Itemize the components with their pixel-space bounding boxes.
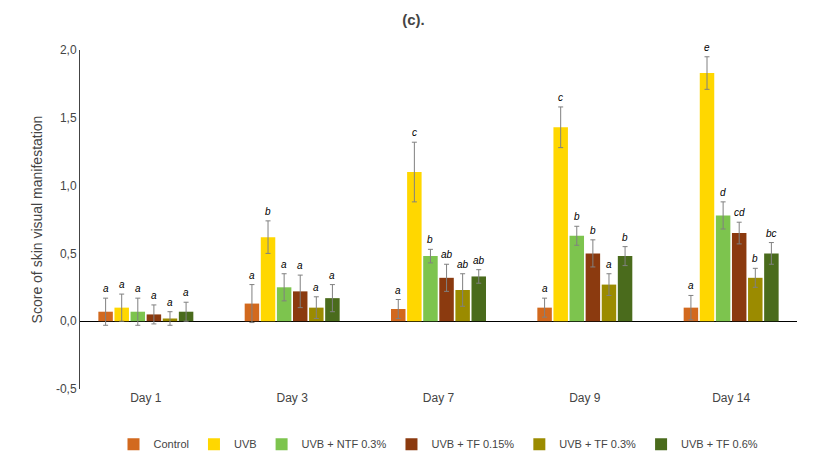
svg-text:2,0: 2,0 [60,43,77,57]
svg-text:ab: ab [457,259,469,270]
svg-text:cd: cd [734,207,745,218]
svg-text:a: a [281,259,287,270]
svg-text:b: b [752,253,758,264]
svg-text:Day 3: Day 3 [276,391,308,405]
svg-text:bc: bc [766,228,777,239]
svg-text:a: a [151,290,157,301]
svg-text:UVB + TF 0.6%: UVB + TF 0.6% [681,438,758,450]
svg-text:UVB + TF 0.3%: UVB + TF 0.3% [559,438,636,450]
svg-text:ab: ab [441,249,453,260]
svg-text:a: a [329,270,335,281]
svg-text:a: a [135,283,141,294]
svg-text:a: a [249,270,255,281]
svg-text:c: c [558,92,563,103]
svg-text:Day 7: Day 7 [423,391,455,405]
svg-text:1,5: 1,5 [60,111,77,125]
svg-text:Day 9: Day 9 [569,391,601,405]
svg-text:1,0: 1,0 [60,179,77,193]
svg-text:Day 14: Day 14 [712,391,750,405]
svg-text:b: b [427,234,433,245]
svg-text:UVB + TF 0.15%: UVB + TF 0.15% [431,438,514,450]
svg-text:0,0: 0,0 [60,314,77,328]
svg-text:b: b [622,232,628,243]
svg-text:a: a [313,282,319,293]
svg-text:Control: Control [154,438,189,450]
svg-text:ab: ab [473,255,485,266]
svg-text:UVB + NTF 0.3%: UVB + NTF 0.3% [302,438,387,450]
svg-text:c: c [412,127,417,138]
svg-text:a: a [606,259,612,270]
svg-text:a: a [183,287,189,298]
svg-text:0,5: 0,5 [60,247,77,261]
svg-text:b: b [574,211,580,222]
svg-text:a: a [395,285,401,296]
svg-text:e: e [704,42,710,53]
svg-text:b: b [265,206,271,217]
svg-text:Score of skin visual manifesta: Score of skin visual manifestation [29,116,45,324]
svg-text:a: a [119,279,125,290]
svg-text:a: a [688,280,694,291]
svg-text:a: a [297,260,303,271]
svg-text:(c).: (c). [402,11,425,28]
svg-text:d: d [720,187,726,198]
svg-text:a: a [167,297,173,308]
svg-text:a: a [542,283,548,294]
svg-text:-0,5: -0,5 [56,382,77,396]
svg-text:UVB: UVB [234,438,257,450]
svg-text:b: b [590,225,596,236]
svg-text:Day 1: Day 1 [130,391,162,405]
svg-text:a: a [103,283,109,294]
